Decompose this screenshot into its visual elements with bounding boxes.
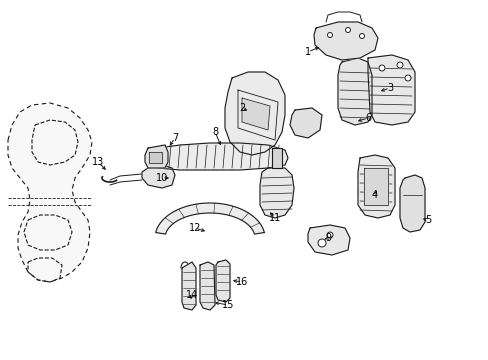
Polygon shape	[142, 165, 175, 188]
Text: 7: 7	[171, 133, 178, 143]
Polygon shape	[367, 55, 414, 125]
Text: 1: 1	[305, 47, 310, 57]
Text: 9: 9	[324, 233, 330, 243]
Text: 8: 8	[211, 127, 218, 137]
Polygon shape	[260, 168, 293, 218]
Text: 12: 12	[188, 223, 201, 233]
Polygon shape	[200, 262, 215, 310]
Text: 11: 11	[268, 213, 281, 223]
Circle shape	[327, 32, 332, 37]
Polygon shape	[307, 225, 349, 255]
Polygon shape	[216, 260, 229, 302]
Circle shape	[378, 65, 384, 71]
Circle shape	[359, 33, 364, 39]
Text: 5: 5	[424, 215, 430, 225]
Polygon shape	[242, 98, 269, 130]
Polygon shape	[8, 103, 92, 282]
Text: 14: 14	[185, 290, 198, 300]
Text: 4: 4	[371, 190, 377, 200]
Polygon shape	[149, 152, 162, 163]
Polygon shape	[313, 22, 377, 60]
Polygon shape	[399, 175, 424, 232]
Text: 3: 3	[386, 83, 392, 93]
Circle shape	[404, 75, 410, 81]
Polygon shape	[363, 168, 387, 205]
Text: 15: 15	[222, 300, 234, 310]
Text: 13: 13	[92, 157, 104, 167]
Polygon shape	[289, 108, 321, 138]
Polygon shape	[271, 148, 282, 168]
Polygon shape	[155, 203, 264, 234]
Polygon shape	[357, 155, 394, 218]
Polygon shape	[224, 72, 285, 155]
Text: 10: 10	[156, 173, 168, 183]
Circle shape	[396, 62, 402, 68]
Polygon shape	[148, 143, 287, 170]
Circle shape	[345, 27, 350, 32]
Text: 2: 2	[238, 103, 244, 113]
Circle shape	[317, 239, 325, 247]
Circle shape	[326, 232, 332, 238]
Text: 16: 16	[235, 277, 247, 287]
Polygon shape	[182, 262, 196, 310]
Polygon shape	[145, 145, 168, 168]
Polygon shape	[337, 58, 371, 125]
Text: 6: 6	[364, 113, 370, 123]
